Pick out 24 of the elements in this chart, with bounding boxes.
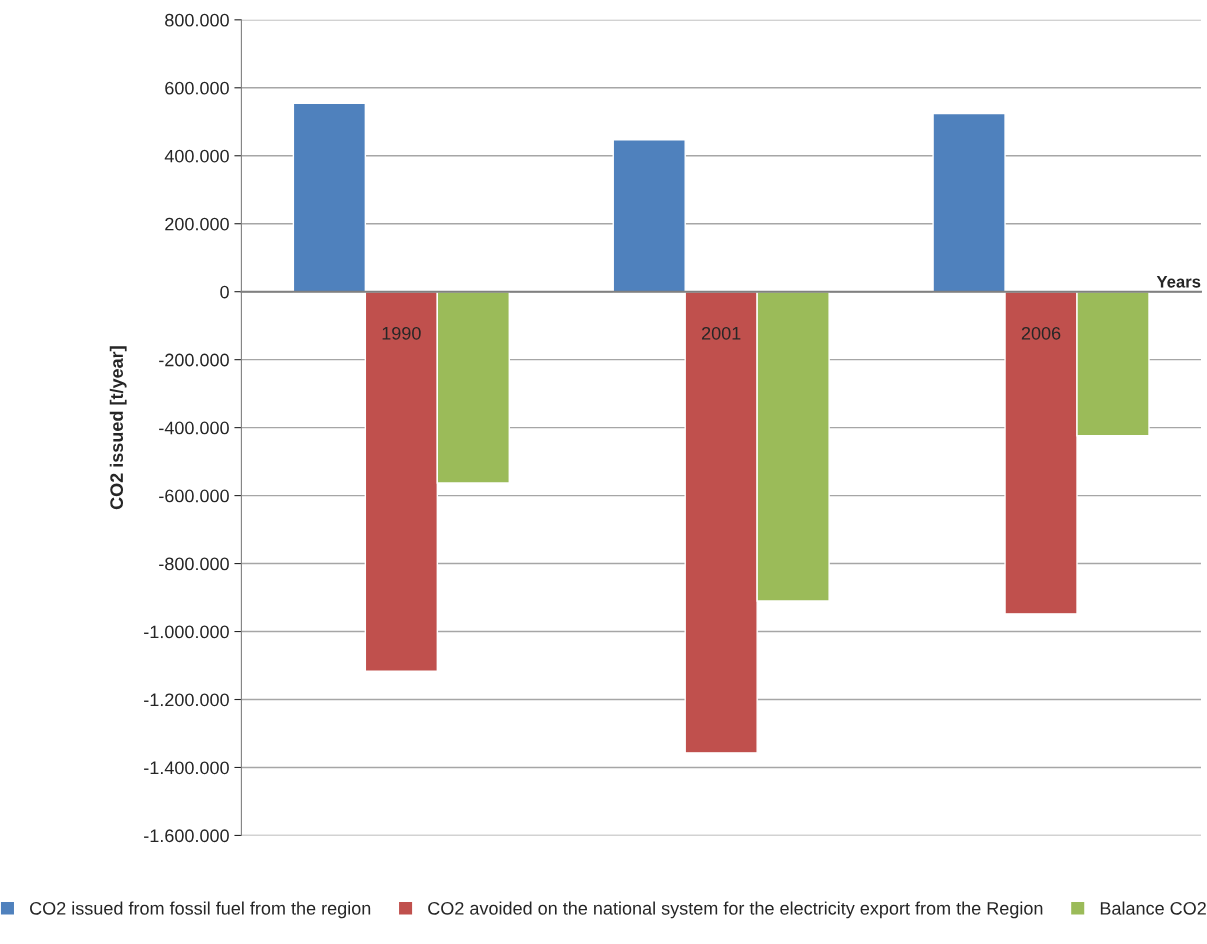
y-tick-label: 800.000 xyxy=(165,13,229,27)
y-tick-label: -800.000 xyxy=(159,557,229,571)
y-tick-label: -1.400.000 xyxy=(144,761,229,775)
x-tick-label: 1990 xyxy=(382,326,421,340)
y-tick-label: -600.000 xyxy=(159,489,229,503)
x-tick-label: 2006 xyxy=(1021,326,1061,340)
x-axis-title: Years xyxy=(1156,276,1201,288)
y-tick-label: 400.000 xyxy=(164,149,229,163)
y-tick-label: 600.000 xyxy=(165,81,229,95)
bar xyxy=(932,112,1006,293)
x-tick-label: 2001 xyxy=(702,326,741,340)
legend-label: Balance CO2 xyxy=(1100,901,1206,915)
legend-label: CO2 avoided on the national system for the electricity export from the Region xyxy=(428,901,1043,919)
bar xyxy=(292,102,367,293)
y-tick-label: -1.200.000 xyxy=(144,693,229,707)
y-tick-label: -1.600.000 xyxy=(144,829,229,843)
y-tick-label: 0 xyxy=(220,285,229,299)
y-tick-label: -400.000 xyxy=(159,421,229,435)
y-tick-label: -200.000 xyxy=(159,353,229,367)
bar xyxy=(612,139,686,293)
legend-label: CO2 issued from fossil fuel from the region xyxy=(30,901,371,919)
y-axis-title: CO2 issued [t/year] xyxy=(109,346,127,510)
y-tick-label: -1.000.000 xyxy=(144,625,229,639)
y-tick-label: 200.000 xyxy=(165,217,229,231)
